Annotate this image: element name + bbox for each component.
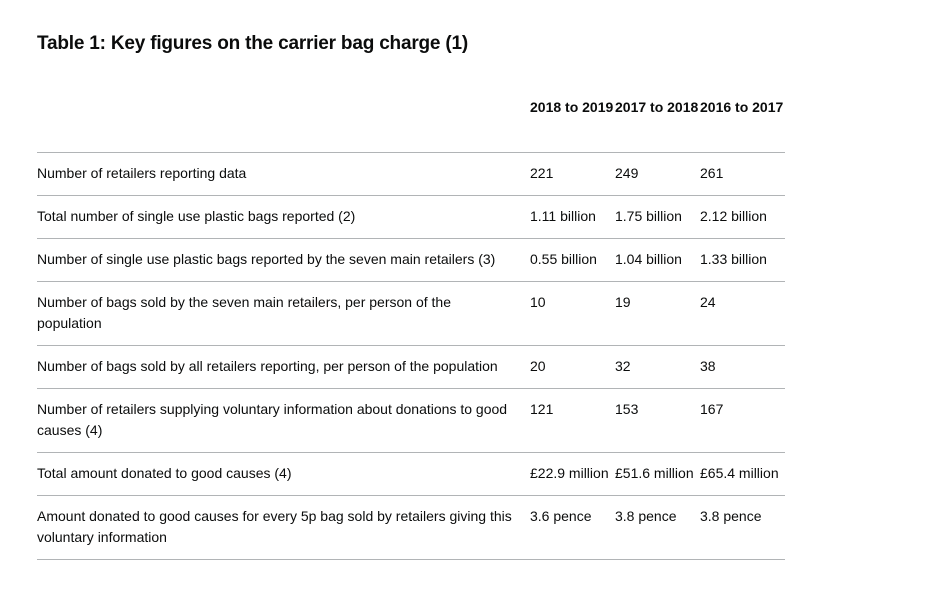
table-title: Table 1: Key figures on the carrier bag … bbox=[37, 33, 468, 54]
table-row: Number of single use plastic bags report… bbox=[37, 238, 785, 282]
table-cell: 0.55 billion bbox=[530, 238, 615, 282]
table-cell: 3.8 pence bbox=[615, 495, 700, 560]
row-label: Number of single use plastic bags report… bbox=[37, 238, 530, 282]
table-cell: 153 bbox=[615, 388, 700, 453]
table-body: Number of retailers reporting data 221 2… bbox=[37, 152, 785, 560]
table-cell: 3.6 pence bbox=[530, 495, 615, 560]
table-cell: 1.11 billion bbox=[530, 195, 615, 239]
table-cell: 32 bbox=[615, 345, 700, 389]
table-cell: 2.12 billion bbox=[700, 195, 785, 239]
table-row: Number of retailers reporting data 221 2… bbox=[37, 152, 785, 196]
table-row: Total number of single use plastic bags … bbox=[37, 195, 785, 239]
table-cell: 1.04 billion bbox=[615, 238, 700, 282]
table-row: Number of bags sold by the seven main re… bbox=[37, 281, 785, 346]
table-cell: 3.8 pence bbox=[700, 495, 785, 560]
row-label: Amount donated to good causes for every … bbox=[37, 495, 530, 560]
table-cell: 19 bbox=[615, 281, 700, 346]
table-cell: 1.33 billion bbox=[700, 238, 785, 282]
table-row: Amount donated to good causes for every … bbox=[37, 495, 785, 560]
table-cell: 10 bbox=[530, 281, 615, 346]
table-cell: 221 bbox=[530, 152, 615, 196]
table-header: 2018 to 2019 2017 to 2018 2016 to 2017 bbox=[37, 96, 785, 153]
table-cell: 121 bbox=[530, 388, 615, 453]
table-row: Total amount donated to good causes (4) … bbox=[37, 452, 785, 496]
row-label: Number of retailers reporting data bbox=[37, 152, 530, 196]
table-cell: 24 bbox=[700, 281, 785, 346]
table-cell: 1.75 billion bbox=[615, 195, 700, 239]
table-cell: 20 bbox=[530, 345, 615, 389]
table-row: Number of bags sold by all retailers rep… bbox=[37, 345, 785, 389]
row-label: Total amount donated to good causes (4) bbox=[37, 452, 530, 496]
table-cell: £22.9 million bbox=[530, 452, 615, 496]
header-row: 2018 to 2019 2017 to 2018 2016 to 2017 bbox=[37, 96, 785, 153]
column-header: 2018 to 2019 bbox=[530, 96, 615, 153]
column-header: 2017 to 2018 bbox=[615, 96, 700, 153]
row-label: Number of bags sold by all retailers rep… bbox=[37, 345, 530, 389]
table-cell: £65.4 million bbox=[700, 452, 785, 496]
table-cell: 167 bbox=[700, 388, 785, 453]
row-label: Number of bags sold by the seven main re… bbox=[37, 281, 530, 346]
table-cell: 261 bbox=[700, 152, 785, 196]
column-header: 2016 to 2017 bbox=[700, 96, 785, 153]
row-label: Total number of single use plastic bags … bbox=[37, 195, 530, 239]
header-blank-cell bbox=[37, 96, 530, 153]
table-cell: 249 bbox=[615, 152, 700, 196]
table-cell: £51.6 million bbox=[615, 452, 700, 496]
row-label: Number of retailers supplying voluntary … bbox=[37, 388, 530, 453]
key-figures-table: 2018 to 2019 2017 to 2018 2016 to 2017 N… bbox=[37, 96, 785, 560]
table-row: Number of retailers supplying voluntary … bbox=[37, 388, 785, 453]
table-cell: 38 bbox=[700, 345, 785, 389]
